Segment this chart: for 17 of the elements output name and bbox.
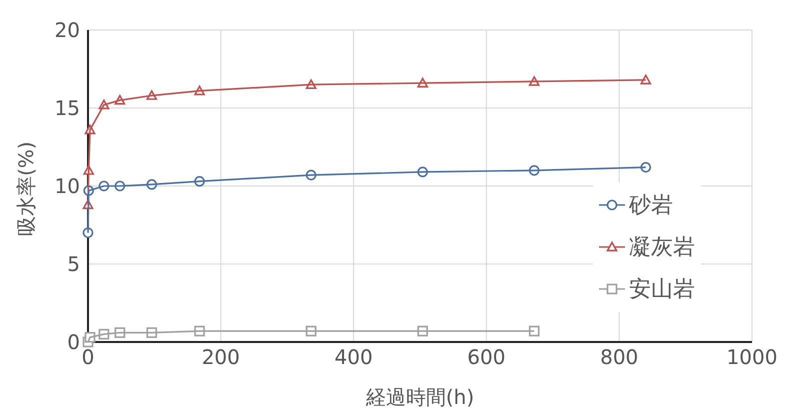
x-tick-label: 200 bbox=[202, 345, 240, 370]
y-tick-label: 0 bbox=[67, 330, 80, 354]
y-tick-label: 15 bbox=[54, 96, 80, 120]
x-tick-label: 600 bbox=[467, 345, 506, 370]
y-tick-label: 5 bbox=[67, 252, 80, 276]
legend-label: 安山岩 bbox=[629, 276, 695, 304]
y-tick-label: 10 bbox=[54, 174, 80, 198]
x-tick-label: 400 bbox=[334, 345, 373, 370]
y-tick-label: 20 bbox=[54, 18, 80, 42]
x-tick-label: 800 bbox=[600, 345, 638, 370]
legend-label: 砂岩 bbox=[629, 192, 673, 220]
x-tick-label: 1000 bbox=[726, 345, 778, 370]
legend-label: 凝灰岩 bbox=[629, 234, 695, 262]
x-axis-title: 経過時間(h) bbox=[364, 385, 474, 409]
point bbox=[640, 74, 652, 84]
y-axis-title: 吸水率(%) bbox=[14, 141, 38, 236]
point bbox=[528, 326, 540, 336]
